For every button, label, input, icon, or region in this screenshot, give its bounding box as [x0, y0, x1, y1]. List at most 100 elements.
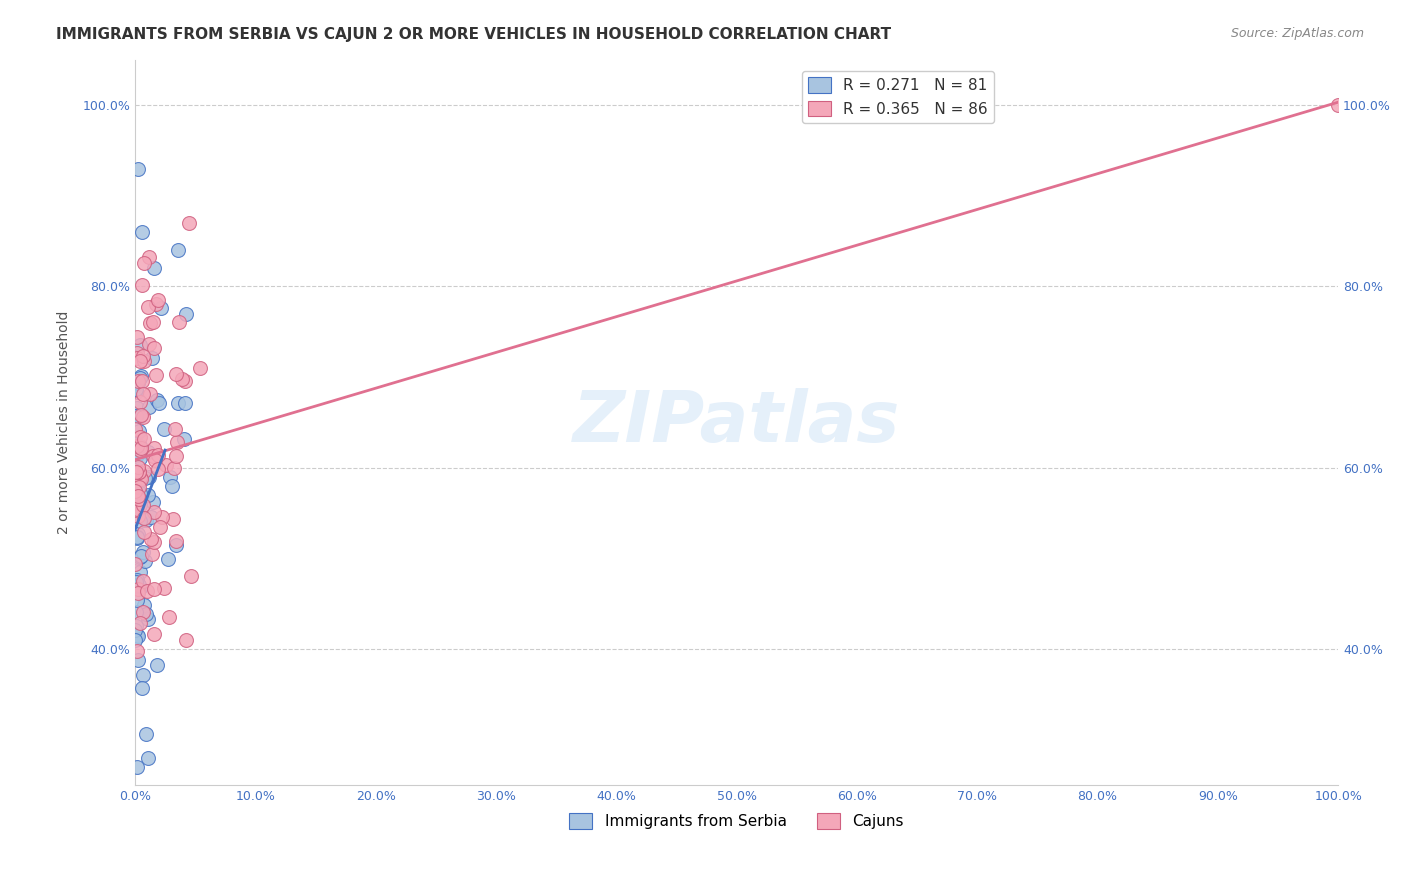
- Cajuns: [127, 508, 149, 523]
- Immigrants from Serbia: [129, 549, 152, 564]
- Cajuns: [125, 330, 148, 344]
- Cajuns: [124, 557, 146, 571]
- Immigrants from Serbia: [136, 751, 159, 765]
- Cajuns: [138, 336, 160, 351]
- Cajuns: [142, 449, 165, 463]
- Immigrants from Serbia: [138, 470, 160, 484]
- Immigrants from Serbia: [135, 607, 157, 621]
- Cajuns: [142, 582, 165, 597]
- Immigrants from Serbia: [131, 225, 153, 239]
- Cajuns: [138, 250, 160, 264]
- Immigrants from Serbia: [128, 424, 150, 438]
- Cajuns: [165, 422, 187, 436]
- Immigrants from Serbia: [125, 578, 148, 592]
- Immigrants from Serbia: [129, 409, 152, 424]
- Cajuns: [129, 616, 152, 631]
- Cajuns: [132, 524, 155, 539]
- Text: IMMIGRANTS FROM SERBIA VS CAJUN 2 OR MORE VEHICLES IN HOUSEHOLD CORRELATION CHAR: IMMIGRANTS FROM SERBIA VS CAJUN 2 OR MOR…: [56, 27, 891, 42]
- Immigrants from Serbia: [124, 632, 146, 647]
- Immigrants from Serbia: [128, 475, 150, 490]
- Cajuns: [155, 458, 177, 472]
- Cajuns: [125, 466, 148, 480]
- Immigrants from Serbia: [127, 530, 149, 544]
- Immigrants from Serbia: [127, 376, 149, 390]
- Cajuns: [139, 533, 162, 547]
- Immigrants from Serbia: [125, 573, 148, 587]
- Cajuns: [134, 432, 156, 446]
- Cajuns: [143, 453, 166, 467]
- Legend: Immigrants from Serbia, Cajuns: Immigrants from Serbia, Cajuns: [564, 807, 910, 836]
- Immigrants from Serbia: [127, 161, 149, 176]
- Immigrants from Serbia: [132, 668, 155, 682]
- Cajuns: [145, 368, 167, 383]
- Cajuns: [188, 361, 211, 376]
- Cajuns: [129, 408, 152, 422]
- Cajuns: [129, 442, 152, 456]
- Cajuns: [125, 439, 148, 453]
- Cajuns: [125, 643, 148, 657]
- Cajuns: [142, 627, 165, 641]
- Immigrants from Serbia: [145, 657, 167, 672]
- Immigrants from Serbia: [127, 490, 149, 504]
- Immigrants from Serbia: [148, 396, 170, 410]
- Cajuns: [136, 583, 159, 598]
- Cajuns: [138, 387, 160, 401]
- Immigrants from Serbia: [125, 449, 148, 463]
- Cajuns: [131, 375, 153, 389]
- Immigrants from Serbia: [129, 515, 152, 529]
- Cajuns: [143, 442, 166, 456]
- Immigrants from Serbia: [127, 592, 149, 607]
- Cajuns: [180, 568, 202, 582]
- Immigrants from Serbia: [129, 549, 152, 563]
- Immigrants from Serbia: [125, 483, 148, 497]
- Text: ZIPatlas: ZIPatlas: [574, 388, 900, 457]
- Cajuns: [127, 490, 149, 504]
- Cajuns: [131, 278, 153, 293]
- Cajuns: [143, 534, 166, 549]
- Cajuns: [128, 465, 150, 479]
- Immigrants from Serbia: [146, 392, 169, 407]
- Immigrants from Serbia: [129, 451, 152, 466]
- Cajuns: [132, 511, 155, 525]
- Immigrants from Serbia: [132, 545, 155, 559]
- Immigrants from Serbia: [125, 760, 148, 774]
- Cajuns: [150, 510, 173, 524]
- Immigrants from Serbia: [125, 382, 148, 396]
- Cajuns: [132, 349, 155, 363]
- Immigrants from Serbia: [129, 369, 152, 384]
- Cajuns: [179, 216, 201, 230]
- Cajuns: [129, 354, 152, 368]
- Cajuns: [128, 492, 150, 507]
- Immigrants from Serbia: [127, 653, 149, 667]
- Cajuns: [132, 605, 155, 619]
- Immigrants from Serbia: [129, 498, 152, 512]
- Cajuns: [1327, 98, 1350, 112]
- Immigrants from Serbia: [128, 370, 150, 384]
- Cajuns: [165, 367, 187, 381]
- Immigrants from Serbia: [142, 494, 165, 508]
- Cajuns: [139, 316, 162, 330]
- Cajuns: [136, 300, 159, 314]
- Cajuns: [146, 293, 169, 308]
- Text: Source: ZipAtlas.com: Source: ZipAtlas.com: [1230, 27, 1364, 40]
- Immigrants from Serbia: [125, 619, 148, 633]
- Immigrants from Serbia: [127, 629, 149, 643]
- Cajuns: [132, 498, 155, 512]
- Immigrants from Serbia: [127, 627, 149, 641]
- Immigrants from Serbia: [124, 441, 146, 455]
- Immigrants from Serbia: [124, 578, 146, 592]
- Cajuns: [127, 459, 149, 474]
- Immigrants from Serbia: [128, 578, 150, 592]
- Immigrants from Serbia: [125, 409, 148, 423]
- Cajuns: [129, 430, 152, 444]
- Immigrants from Serbia: [132, 598, 155, 612]
- Immigrants from Serbia: [173, 432, 195, 446]
- Immigrants from Serbia: [129, 581, 152, 595]
- Immigrants from Serbia: [167, 243, 190, 257]
- Cajuns: [157, 610, 180, 624]
- Immigrants from Serbia: [136, 612, 159, 626]
- Cajuns: [169, 315, 191, 329]
- Immigrants from Serbia: [127, 528, 149, 542]
- Cajuns: [132, 354, 155, 368]
- Cajuns: [146, 462, 169, 476]
